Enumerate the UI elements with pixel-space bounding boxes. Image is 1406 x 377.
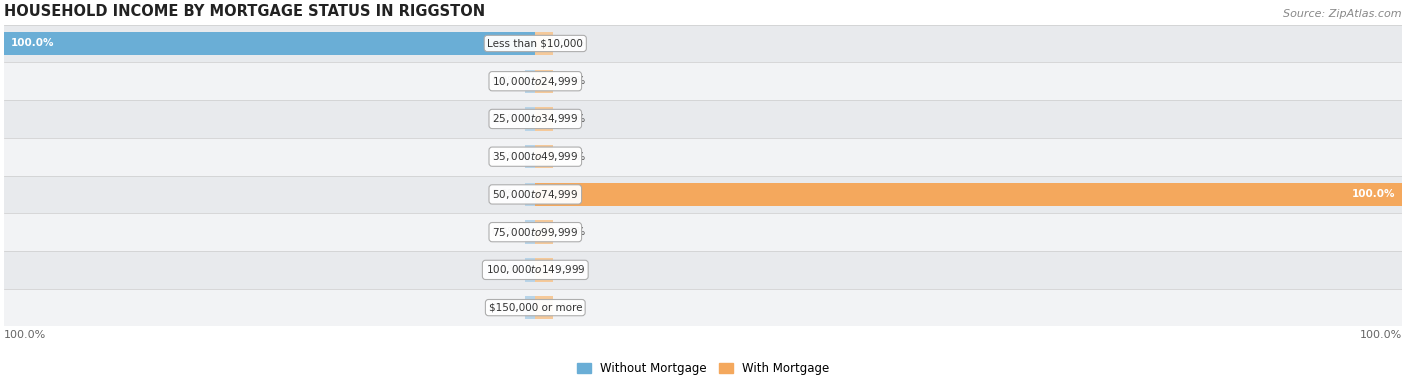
Text: 0.0%: 0.0% bbox=[492, 76, 517, 86]
Bar bbox=[536, 258, 553, 282]
Bar bbox=[536, 145, 553, 169]
Bar bbox=[4, 138, 1402, 176]
Text: $150,000 or more: $150,000 or more bbox=[488, 303, 582, 313]
Text: 0.0%: 0.0% bbox=[492, 189, 517, 199]
Text: 100.0%: 100.0% bbox=[4, 329, 46, 340]
Bar bbox=[524, 221, 536, 244]
Text: HOUSEHOLD INCOME BY MORTGAGE STATUS IN RIGGSTON: HOUSEHOLD INCOME BY MORTGAGE STATUS IN R… bbox=[4, 4, 485, 19]
Bar bbox=[536, 107, 553, 131]
Text: $50,000 to $74,999: $50,000 to $74,999 bbox=[492, 188, 578, 201]
Bar bbox=[524, 145, 536, 169]
Text: 0.0%: 0.0% bbox=[560, 303, 586, 313]
Bar bbox=[524, 296, 536, 319]
Text: 0.0%: 0.0% bbox=[492, 303, 517, 313]
Bar bbox=[524, 107, 536, 131]
Text: 0.0%: 0.0% bbox=[560, 265, 586, 275]
Text: 0.0%: 0.0% bbox=[492, 114, 517, 124]
Text: $35,000 to $49,999: $35,000 to $49,999 bbox=[492, 150, 578, 163]
Bar bbox=[524, 69, 536, 93]
Text: 100.0%: 100.0% bbox=[1351, 189, 1395, 199]
Text: 0.0%: 0.0% bbox=[492, 227, 517, 237]
Text: 0.0%: 0.0% bbox=[560, 76, 586, 86]
Text: 100.0%: 100.0% bbox=[11, 38, 55, 49]
Bar bbox=[536, 183, 1402, 206]
Bar bbox=[4, 100, 1402, 138]
Text: Source: ZipAtlas.com: Source: ZipAtlas.com bbox=[1284, 9, 1402, 19]
Text: Less than $10,000: Less than $10,000 bbox=[488, 38, 583, 49]
Text: 0.0%: 0.0% bbox=[560, 38, 586, 49]
Bar bbox=[524, 183, 536, 206]
Text: 0.0%: 0.0% bbox=[560, 227, 586, 237]
Text: 0.0%: 0.0% bbox=[492, 152, 517, 162]
Bar bbox=[4, 32, 536, 55]
Text: $25,000 to $34,999: $25,000 to $34,999 bbox=[492, 112, 578, 126]
Bar bbox=[536, 32, 553, 55]
Bar bbox=[4, 62, 1402, 100]
Text: $100,000 to $149,999: $100,000 to $149,999 bbox=[485, 264, 585, 276]
Bar bbox=[4, 176, 1402, 213]
Bar bbox=[4, 289, 1402, 326]
Text: 0.0%: 0.0% bbox=[560, 152, 586, 162]
Text: 0.0%: 0.0% bbox=[560, 114, 586, 124]
Bar bbox=[536, 69, 553, 93]
Bar bbox=[4, 25, 1402, 62]
Text: 100.0%: 100.0% bbox=[1360, 329, 1402, 340]
Bar bbox=[4, 251, 1402, 289]
Legend: Without Mortgage, With Mortgage: Without Mortgage, With Mortgage bbox=[576, 362, 830, 375]
Text: $75,000 to $99,999: $75,000 to $99,999 bbox=[492, 226, 578, 239]
Text: 0.0%: 0.0% bbox=[492, 265, 517, 275]
Bar bbox=[4, 213, 1402, 251]
Bar bbox=[524, 258, 536, 282]
Bar bbox=[536, 296, 553, 319]
Text: $10,000 to $24,999: $10,000 to $24,999 bbox=[492, 75, 578, 88]
Bar bbox=[536, 221, 553, 244]
